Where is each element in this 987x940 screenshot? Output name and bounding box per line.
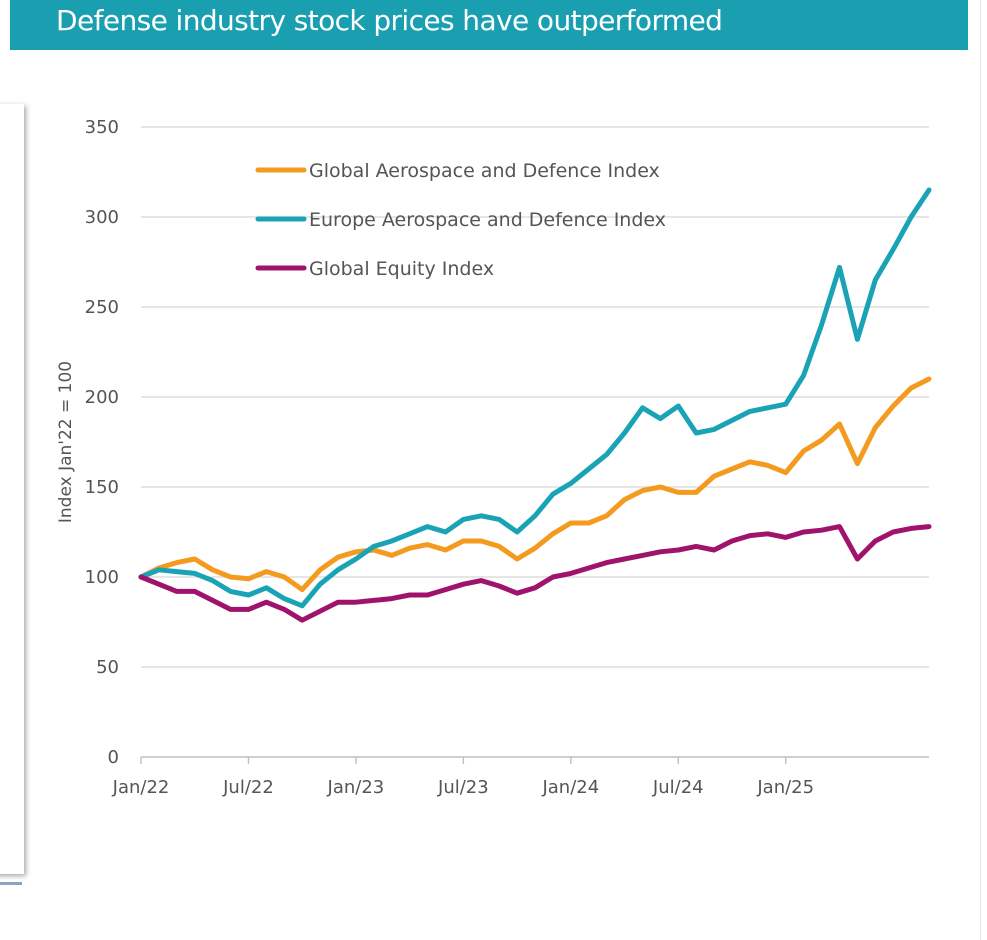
page-title: Defense industry stock prices have outpe… [56,4,723,37]
x-tick-label: Jan/25 [756,777,814,798]
x-tick-label: Jul/22 [222,777,274,798]
legend-label: Global Equity Index [309,258,494,280]
left-accent-line [0,882,22,885]
series-lines [138,187,932,623]
grid-lines [141,126,929,668]
x-axis [140,756,929,764]
y-tick-label: 350 [85,117,119,138]
y-axis-title: Index Jan'22 = 100 [56,361,76,523]
series-line-2 [138,187,932,609]
y-tick-label: 50 [96,657,119,678]
left-side-panel [0,104,24,874]
y-tick-label: 250 [85,297,119,318]
x-tick-label: Jul/24 [652,777,704,798]
x-tick-label: Jan/24 [541,777,599,798]
series-line-3 [138,524,932,623]
y-tick-label: 300 [85,207,119,228]
x-tick-label: Jan/22 [112,777,170,798]
series-line-1 [138,376,932,593]
legend: Global Aerospace and Defence Index Europe… [255,160,666,280]
right-border-line [980,0,981,940]
y-tick-label: 200 [85,387,119,408]
x-tick-label: Jul/23 [437,777,489,798]
x-tick-label: Jan/23 [327,777,385,798]
y-tick-label: 0 [108,747,119,768]
y-tick-label: 100 [85,567,119,588]
header-bar: Defense industry stock prices have outpe… [10,0,968,50]
x-tick-labels: Jan/22 Jul/22 Jan/23 Jul/23 Jan/24 Jul/24 Jan/… [112,777,814,798]
legend-label: Europe Aerospace and Defence Index [309,209,666,231]
y-tick-label: 150 [85,477,119,498]
y-tick-labels: 0 50 100 150 200 250 300 350 [85,117,119,768]
legend-label: Global Aerospace and Defence Index [309,160,660,182]
